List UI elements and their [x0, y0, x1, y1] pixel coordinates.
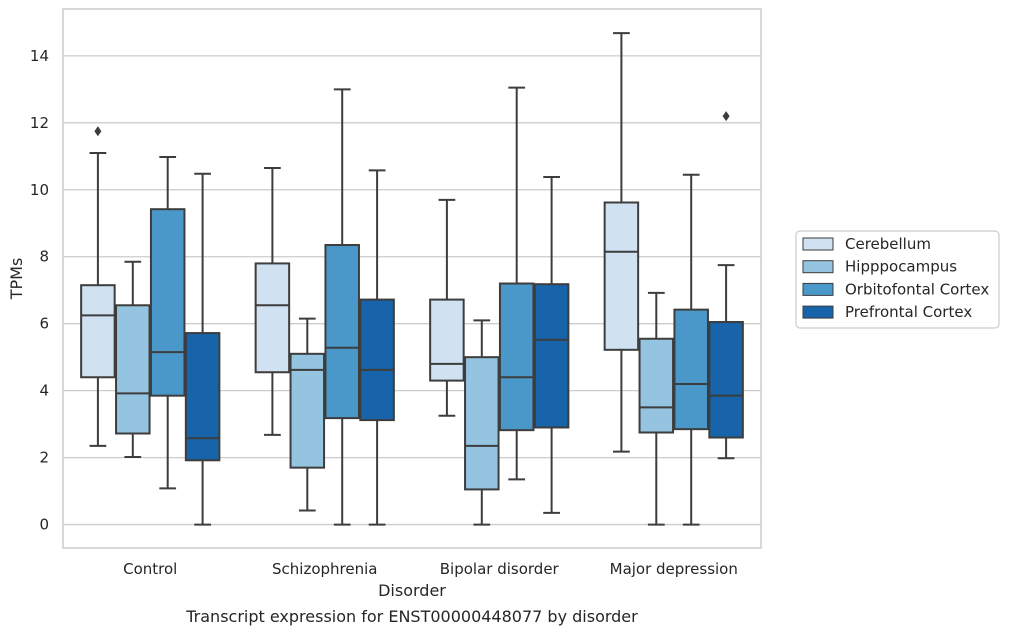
legend-swatch [802, 282, 834, 296]
y-tick-label: 12 [30, 114, 49, 132]
legend-label: Orbitofontal Cortex [845, 280, 989, 298]
iqr-box [184, 332, 221, 462]
y-tick-label: 2 [39, 449, 49, 467]
legend-label: Cerebellum [845, 235, 931, 253]
box-orbitofontal-cortex-0 [149, 155, 186, 490]
box-prefrontal-cortex-3 [708, 111, 744, 460]
outlier-point [722, 111, 730, 122]
box-orbitofontal-cortex-3 [673, 173, 709, 526]
box-prefrontal-cortex-0 [184, 172, 221, 526]
y-tick-label: 6 [39, 315, 49, 333]
legend-swatch [802, 305, 834, 319]
iqr-box [254, 262, 291, 374]
iqr-box [464, 356, 500, 491]
iqr-box [603, 201, 640, 351]
iqr-box [359, 298, 395, 422]
y-tick-label: 4 [39, 382, 49, 400]
legend-label: Prefrontal Cortex [845, 303, 972, 321]
box-orbitofontal-cortex-2 [498, 86, 535, 481]
iqr-box [638, 337, 675, 434]
outlier-point [94, 126, 102, 137]
box-orbitofontal-cortex-1 [324, 88, 360, 526]
box-cerebellum-2 [429, 198, 465, 417]
legend-label: Hipppocampus [845, 258, 957, 276]
plot-frame [62, 8, 762, 549]
y-axis-ticks: 0 2 4 6 8 10 12 14 [30, 47, 49, 534]
legend-swatch [802, 237, 834, 251]
x-tick-label: Major depression [610, 560, 738, 578]
iqr-box [80, 284, 116, 379]
y-tick-label: 8 [39, 248, 49, 266]
box-series-layer [80, 32, 744, 526]
box-hipppocampus-2 [464, 319, 500, 526]
y-tick-label: 0 [39, 516, 49, 534]
legend-frame [795, 230, 1000, 329]
iqr-box [429, 298, 465, 382]
x-axis-label: Disorder [378, 581, 446, 600]
y-tick-label: 14 [30, 47, 49, 65]
x-tick-label: Schizophrenia [272, 560, 377, 578]
iqr-box [115, 304, 151, 435]
iqr-box [498, 282, 535, 432]
legend-swatch [802, 260, 834, 274]
iqr-box [533, 283, 570, 429]
y-tick-label: 10 [30, 181, 49, 199]
box-cerebellum-0 [80, 126, 116, 447]
box-prefrontal-cortex-1 [359, 169, 395, 526]
iqr-box [324, 244, 360, 420]
box-prefrontal-cortex-2 [533, 176, 570, 514]
x-tick-label: Bipolar disorder [440, 560, 560, 578]
iqr-box [673, 308, 709, 431]
legend: Cerebellum Hipppocampus Orbitofontal Corte… [795, 230, 1000, 329]
box-hipppocampus-0 [115, 260, 151, 458]
iqr-box [149, 208, 186, 397]
box-cerebellum-1 [254, 167, 291, 436]
chart-caption: Transcript expression for ENST0000044807… [185, 607, 638, 626]
box-hipppocampus-3 [638, 291, 675, 526]
iqr-box [708, 321, 744, 439]
x-tick-label: Control [123, 560, 177, 578]
x-axis-ticks: Control Schizophrenia Bipolar disorder Majo… [123, 560, 738, 578]
box-cerebellum-3 [603, 32, 640, 453]
y-axis-label: TPMs [7, 258, 26, 301]
box-hipppocampus-1 [289, 317, 326, 512]
iqr-box [289, 352, 326, 469]
